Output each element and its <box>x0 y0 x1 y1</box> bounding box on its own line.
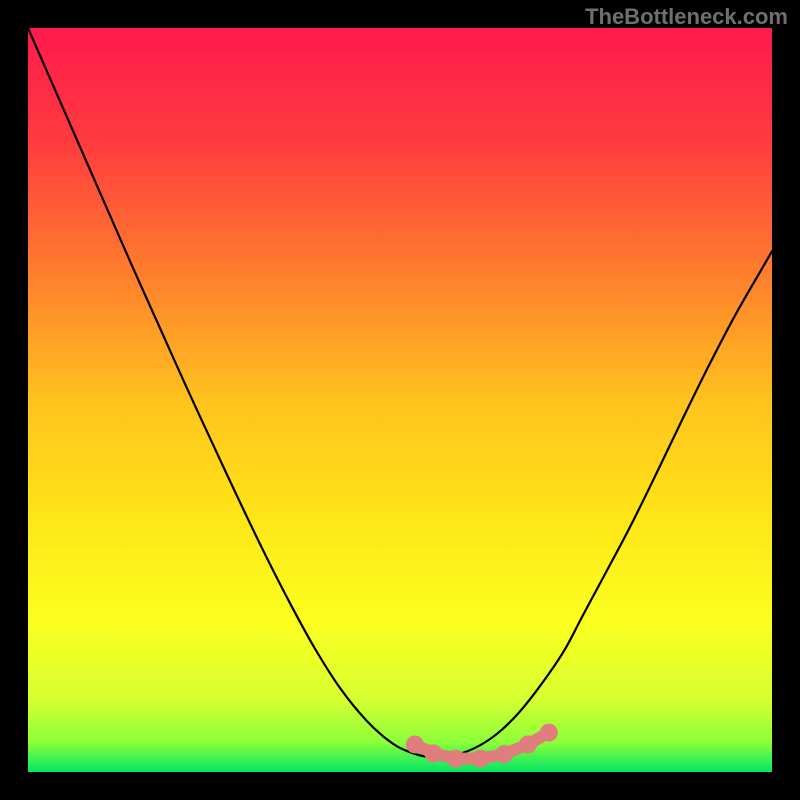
marker-point <box>540 724 558 742</box>
marker-point <box>495 745 513 763</box>
marker-point <box>447 750 465 768</box>
gradient-curve-chart <box>28 28 772 772</box>
plot-area <box>28 28 772 772</box>
watermark-text: TheBottleneck.com <box>585 4 788 30</box>
chart-frame: TheBottleneck.com <box>0 0 800 800</box>
marker-point <box>406 735 424 753</box>
marker-point <box>519 735 537 753</box>
marker-point <box>424 744 442 762</box>
gradient-background <box>28 28 772 772</box>
marker-point <box>471 750 489 768</box>
